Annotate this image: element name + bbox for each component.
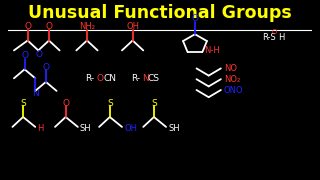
Text: OH: OH bbox=[124, 124, 137, 133]
Text: N-H: N-H bbox=[204, 46, 220, 55]
Text: S: S bbox=[20, 99, 26, 108]
Text: S: S bbox=[151, 99, 157, 108]
Text: O: O bbox=[21, 51, 28, 60]
Text: O: O bbox=[36, 50, 43, 59]
Text: H: H bbox=[278, 33, 284, 42]
Text: S: S bbox=[107, 99, 113, 108]
Text: SH: SH bbox=[168, 124, 180, 133]
Text: R-S: R-S bbox=[262, 33, 276, 42]
Text: CN: CN bbox=[103, 74, 116, 83]
Text: OH: OH bbox=[126, 22, 139, 31]
Text: SH: SH bbox=[80, 124, 92, 133]
Text: O: O bbox=[96, 74, 103, 83]
Text: O: O bbox=[24, 22, 31, 31]
Text: NH₂: NH₂ bbox=[79, 22, 95, 31]
Text: R-: R- bbox=[85, 74, 95, 83]
Text: O: O bbox=[271, 29, 277, 35]
Text: ONO: ONO bbox=[224, 86, 244, 94]
Text: N: N bbox=[32, 89, 39, 98]
Text: CS: CS bbox=[148, 74, 160, 83]
Text: H: H bbox=[37, 124, 44, 133]
Text: O: O bbox=[62, 99, 69, 108]
Text: O: O bbox=[43, 63, 49, 72]
Text: NO: NO bbox=[224, 64, 237, 73]
Text: Unusual Functional Groups: Unusual Functional Groups bbox=[28, 4, 292, 22]
Text: N: N bbox=[142, 74, 148, 83]
Text: O: O bbox=[191, 14, 198, 23]
Text: O: O bbox=[45, 22, 52, 31]
Text: NO₂: NO₂ bbox=[224, 75, 240, 84]
Text: R-: R- bbox=[131, 74, 140, 83]
